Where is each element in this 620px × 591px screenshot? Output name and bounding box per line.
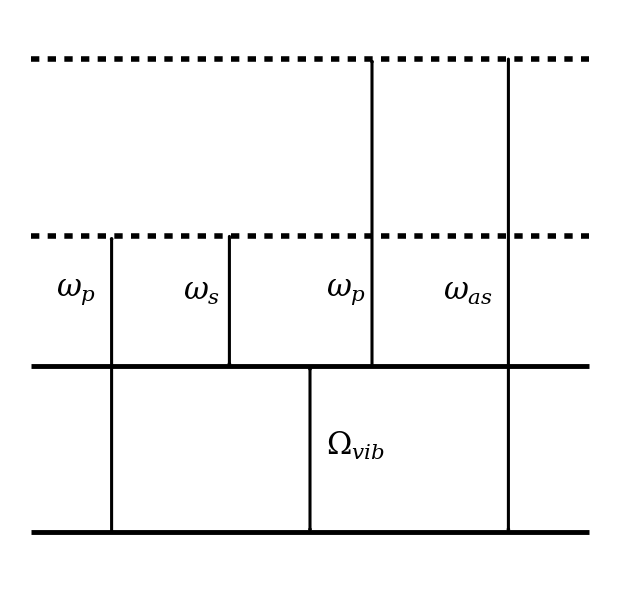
Text: $\omega_{as}$: $\omega_{as}$ [443, 278, 493, 307]
Text: $\omega_s$: $\omega_s$ [183, 278, 220, 307]
Text: $\omega_p$: $\omega_p$ [326, 278, 366, 307]
Text: $\Omega_{vib}$: $\Omega_{vib}$ [326, 430, 384, 462]
Text: $\omega_p$: $\omega_p$ [56, 278, 96, 307]
